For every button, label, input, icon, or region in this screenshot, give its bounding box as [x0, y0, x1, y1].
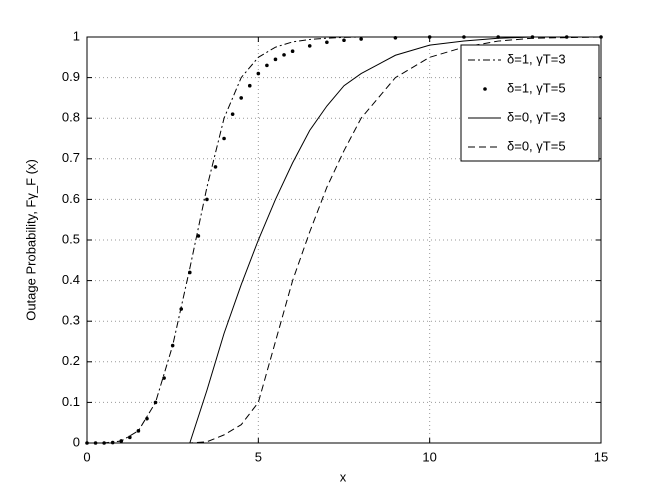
legend-marker: [483, 87, 487, 91]
x-tick-label: 15: [594, 449, 608, 464]
data-point: [179, 307, 184, 311]
data-point: [239, 96, 243, 100]
data-point: [188, 270, 192, 275]
y-tick-label: 0.5: [62, 231, 80, 246]
data-point: [273, 57, 278, 62]
y-tick-label: 0.3: [62, 313, 80, 328]
data-point: [136, 429, 141, 433]
x-tick-label: 10: [422, 449, 436, 464]
data-point: [222, 136, 226, 141]
data-line: [87, 36, 602, 444]
y-tick-label: 0: [73, 434, 80, 449]
y-tick-label: 0.2: [62, 353, 80, 368]
y-tick-label: 1: [73, 28, 80, 43]
data-point: [256, 71, 261, 76]
data-point: [282, 53, 286, 57]
y-tick-label: 0.7: [62, 150, 80, 165]
legend: δ=1, γT=3 δ=1, γT=5 δ=0, γT=3 δ=0, γT=5: [460, 44, 600, 162]
y-tick-label: 0.4: [62, 272, 80, 287]
data-point: [265, 63, 269, 68]
data-point: [196, 234, 201, 238]
legend-label: δ=0, γT=5: [507, 138, 566, 153]
legend-label: δ=1, γT=3: [507, 51, 566, 66]
data-point: [205, 197, 209, 202]
plot-frame: [86, 36, 602, 444]
data-point: [247, 83, 252, 88]
x-tick-label: 5: [255, 449, 262, 464]
data-point: [145, 416, 149, 421]
data-point: [230, 112, 235, 116]
data-point: [342, 38, 346, 43]
data-point: [290, 49, 295, 54]
data-point: [170, 343, 175, 348]
x-tick-label: 0: [83, 449, 90, 464]
data-point: [153, 400, 158, 405]
x-axis-label: x: [340, 469, 347, 484]
y-tick-label: 0.1: [62, 394, 80, 409]
data-point: [325, 40, 329, 45]
data-point: [119, 439, 124, 443]
y-tick-label: 0.9: [62, 69, 80, 84]
data-point: [307, 44, 312, 48]
legend-box: [460, 44, 600, 162]
y-tick-label: 0.8: [62, 110, 80, 125]
data-point: [162, 376, 166, 380]
legend-label: δ=0, γT=3: [507, 109, 566, 124]
legend-label: δ=1, γT=5: [507, 80, 566, 95]
y-tick-label: 0.6: [62, 191, 80, 206]
data-point: [213, 165, 218, 169]
data-point: [359, 37, 363, 41]
y-axis-label: Outage Probability, Fγ_F (x): [23, 159, 38, 321]
data-point: [128, 435, 132, 440]
data-line: [87, 36, 601, 444]
